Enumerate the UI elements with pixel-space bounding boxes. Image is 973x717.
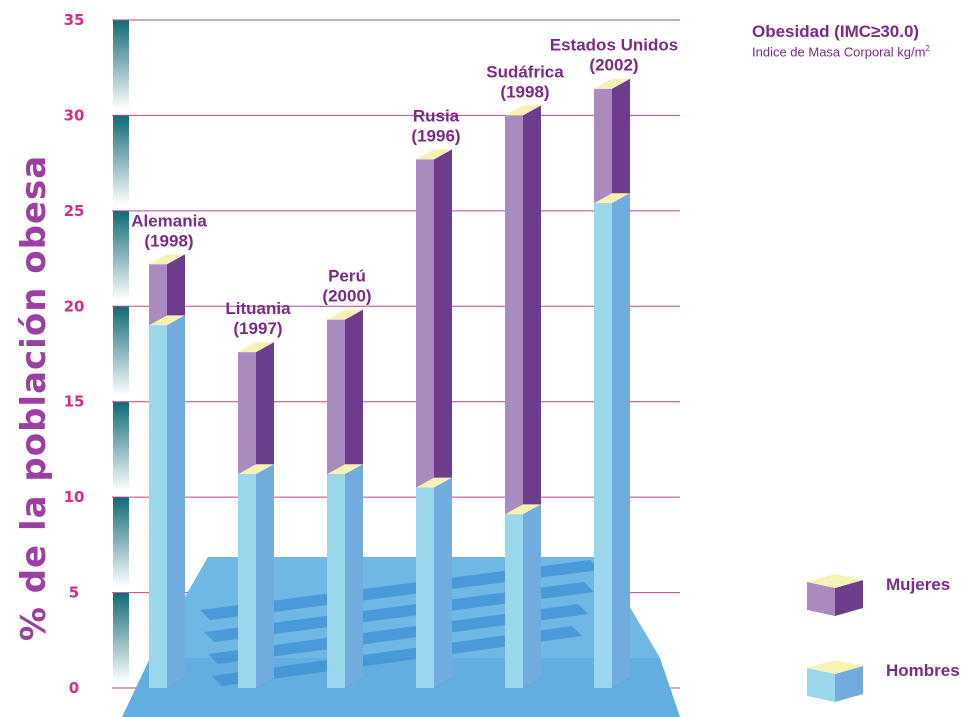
chart-info-subtitle: Indice de Masa Corporal kg/m2 bbox=[752, 44, 930, 59]
floor-stripe bbox=[212, 626, 582, 686]
chart-info-title: Obesidad (IMC≥30.0) bbox=[752, 22, 920, 41]
chart-info-subtitle-sup: 2 bbox=[925, 44, 930, 53]
category-name: Sudáfrica bbox=[486, 62, 564, 81]
bar-mujeres-cap bbox=[505, 105, 541, 116]
legend-swatch-front bbox=[807, 668, 835, 702]
bar-hombres-front bbox=[416, 487, 434, 688]
floor-stripe bbox=[200, 560, 600, 620]
axis-gradient-band bbox=[113, 115, 129, 205]
category-name: Alemania bbox=[131, 211, 207, 230]
bar-hombres-cap bbox=[505, 504, 541, 515]
legend-swatch-front bbox=[807, 582, 835, 616]
legend-swatch-side bbox=[835, 666, 863, 702]
axis-gradient-band bbox=[113, 306, 129, 396]
bar-hombres-front bbox=[149, 325, 167, 688]
category-year: (2000) bbox=[322, 287, 371, 306]
bar-hombres-side bbox=[345, 464, 363, 688]
bar-hombres-side bbox=[523, 504, 541, 688]
chart-info-subtitle-text: Indice de Masa Corporal kg/m bbox=[752, 44, 926, 60]
bar-group-1 bbox=[238, 342, 274, 688]
axis-gradient-band bbox=[113, 210, 129, 301]
y-tick-label: 5 bbox=[69, 584, 79, 602]
category-year: (1997) bbox=[233, 319, 282, 338]
axis-gradient-band bbox=[113, 20, 129, 110]
floor-stripe bbox=[204, 582, 594, 642]
category-name: Estados Unidos bbox=[550, 36, 678, 55]
legend-swatch-cap bbox=[807, 660, 863, 674]
category-year: (1998) bbox=[500, 82, 549, 101]
y-tick-label: 35 bbox=[64, 11, 85, 29]
legend-swatch-cap bbox=[807, 574, 863, 588]
category-name: Lituania bbox=[225, 299, 291, 318]
legend-swatch-side bbox=[835, 580, 863, 616]
axis-gradient-band bbox=[113, 592, 129, 682]
floor-stripe bbox=[208, 604, 588, 664]
bar-hombres-side bbox=[167, 315, 185, 688]
bar-hombres-cap bbox=[594, 193, 630, 204]
category-year: (2002) bbox=[589, 56, 638, 75]
category-year: (1996) bbox=[411, 126, 460, 145]
bar-group-3 bbox=[416, 149, 452, 689]
bar-hombres-front bbox=[594, 203, 612, 689]
legend-label: Hombres bbox=[886, 661, 960, 680]
y-tick-label: 15 bbox=[64, 393, 85, 411]
bar-hombres-cap bbox=[327, 464, 363, 475]
y-tick-label: 25 bbox=[64, 202, 85, 220]
bar-hombres-front bbox=[327, 474, 345, 688]
category-name: Perú bbox=[328, 267, 366, 286]
bar-hombres-side bbox=[256, 464, 274, 688]
legend-item-1: Hombres bbox=[807, 660, 960, 702]
y-tick-label: 10 bbox=[64, 488, 85, 506]
legend-label: Mujeres bbox=[886, 575, 950, 594]
bar-group-2 bbox=[327, 309, 363, 688]
bar-hombres-front bbox=[505, 514, 523, 688]
y-tick-label: 30 bbox=[64, 106, 85, 124]
bar-hombres-cap bbox=[416, 477, 452, 488]
bar-hombres-front bbox=[238, 474, 256, 688]
bar-mujeres-cap bbox=[416, 149, 452, 160]
bar-group-5 bbox=[594, 78, 630, 689]
bar-group-4 bbox=[505, 105, 541, 688]
axis-gradient-band bbox=[113, 401, 129, 492]
bar-hombres-side bbox=[434, 477, 452, 688]
legend-item-0: Mujeres bbox=[807, 574, 950, 616]
bar-mujeres-cap bbox=[238, 342, 274, 353]
y-tick-label: 20 bbox=[64, 297, 85, 315]
bar-hombres-cap bbox=[149, 315, 185, 326]
category-name: Rusia bbox=[413, 106, 460, 125]
y-axis-label: % de la población obesa bbox=[14, 154, 54, 642]
axis-gradient-band bbox=[113, 497, 129, 587]
bar-group-0 bbox=[149, 254, 185, 688]
bar-hombres-side bbox=[612, 193, 630, 689]
category-year: (1998) bbox=[144, 231, 193, 250]
bar-hombres-cap bbox=[238, 464, 274, 475]
bar-mujeres-cap bbox=[594, 78, 630, 89]
bar-mujeres-cap bbox=[149, 254, 185, 265]
bar-mujeres-cap bbox=[327, 309, 363, 320]
y-tick-label: 0 bbox=[69, 679, 79, 697]
